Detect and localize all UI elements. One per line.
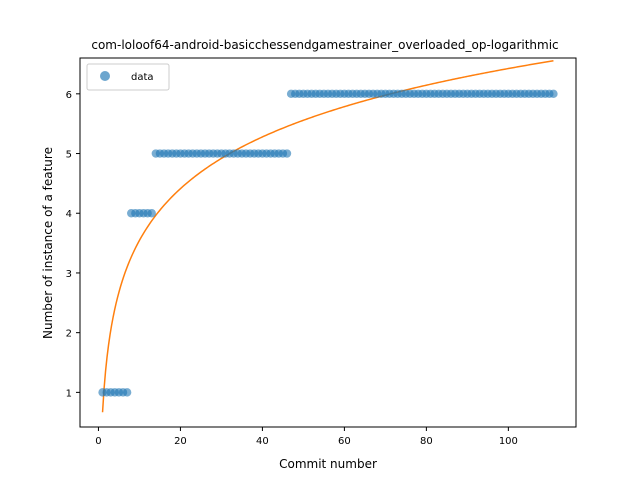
x-tick-label: 40 xyxy=(256,436,269,447)
y-tick-label: 1 xyxy=(66,388,72,399)
plot-frame xyxy=(79,57,577,428)
plot-area xyxy=(98,60,558,413)
y-tick-label: 5 xyxy=(66,150,72,161)
x-tick-label: 100 xyxy=(499,436,518,447)
y-tick-label: 2 xyxy=(66,329,72,340)
data-point xyxy=(549,89,558,99)
x-tick-label: 60 xyxy=(338,436,351,447)
chart-title: com-loloof64-android-basicchessendgamest… xyxy=(91,38,558,52)
x-tick-label: 0 xyxy=(95,436,101,447)
legend-entry-data: data xyxy=(131,72,154,83)
y-axis-ticks: 1 2 3 4 5 6 xyxy=(66,90,80,399)
x-tick-label: 80 xyxy=(420,436,433,447)
y-tick-label: 3 xyxy=(66,269,72,280)
x-tick-label: 20 xyxy=(174,436,187,447)
data-points-layer xyxy=(98,89,558,397)
x-axis-label: Commit number xyxy=(279,457,377,471)
y-tick-label: 6 xyxy=(66,90,72,101)
data-point xyxy=(147,209,156,218)
data-point xyxy=(122,388,132,397)
fit-line xyxy=(101,60,554,413)
data-point xyxy=(282,149,292,158)
legend-marker-data xyxy=(100,71,110,81)
y-tick-label: 4 xyxy=(66,209,72,220)
y-axis-label: Number of instance of a feature xyxy=(41,147,55,339)
fit-line-layer xyxy=(101,60,554,413)
legend: data xyxy=(86,63,170,91)
legend-box xyxy=(86,63,170,91)
x-axis-ticks: 0 20 40 60 80 100 xyxy=(95,427,518,447)
